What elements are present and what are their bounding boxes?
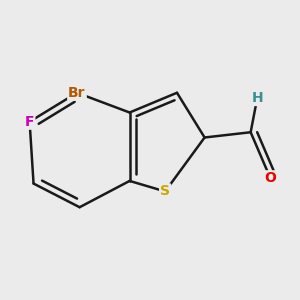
Text: S: S xyxy=(160,184,170,198)
Text: F: F xyxy=(25,115,34,129)
Text: H: H xyxy=(251,91,263,105)
Text: Br: Br xyxy=(68,86,86,100)
Text: O: O xyxy=(265,171,276,185)
